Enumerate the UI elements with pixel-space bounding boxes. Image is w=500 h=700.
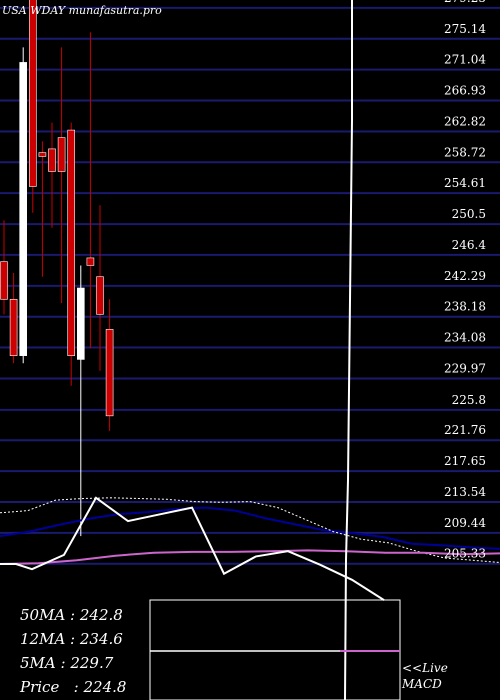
- candle-body: [105, 329, 114, 417]
- legend-5ma: 5MA : 229.7: [20, 654, 114, 672]
- candle-body: [48, 148, 56, 172]
- y-tick-label: 213.54: [444, 485, 486, 499]
- candle-body: [67, 129, 75, 356]
- y-tick-label: 254.61: [444, 176, 486, 190]
- y-tick-label: 225.8: [452, 393, 486, 407]
- y-tick-label: 258.72: [444, 145, 486, 159]
- candle-body: [28, 0, 37, 187]
- y-tick-label: 221.76: [444, 423, 486, 437]
- ma-line-5ma: [0, 549, 500, 565]
- y-tick-label: 246.4: [452, 238, 487, 252]
- y-tick-label: 242.29: [444, 269, 486, 283]
- y-tick-label: 238.18: [444, 300, 486, 314]
- ma-line-12ma: [0, 497, 500, 563]
- y-tick-label: 279.25: [444, 0, 486, 5]
- grid-lines: [0, 6, 500, 565]
- y-tick-label: 217.65: [444, 454, 486, 468]
- y-tick-label: 250.5: [452, 207, 486, 221]
- candle-body: [86, 257, 95, 266]
- legend-price-name: Price: [20, 678, 60, 696]
- signal-line: [0, 496, 385, 601]
- candle-body: [9, 298, 18, 356]
- legend-price: Price : 224.8: [20, 678, 127, 696]
- legend-50ma-value: 242.8: [79, 606, 123, 624]
- candle-body: [38, 152, 47, 157]
- y-tick-label: 275.14: [444, 22, 486, 36]
- ma-line-50ma: [0, 506, 500, 550]
- y-axis-ticks: 279.25 275.14 271.04 266.93 262.82 258.72 254.…: [444, 0, 486, 561]
- candle-body: [0, 261, 8, 300]
- watermark: USA WDAY munafasutra.pro: [2, 4, 162, 17]
- candle-body: [19, 62, 28, 356]
- candle-body: [57, 137, 66, 172]
- macd-spike-line: [344, 0, 353, 700]
- candles: [0, 0, 114, 537]
- legend-5ma-name: 5MA: [20, 654, 56, 672]
- legend-12ma-name: 12MA: [20, 630, 66, 648]
- legend-12ma: 12MA : 234.6: [20, 630, 123, 648]
- macd-panel: [149, 599, 401, 700]
- y-tick-label: 229.97: [444, 361, 486, 375]
- y-tick-label: 262.82: [444, 114, 486, 128]
- legend-50ma: 50MA : 242.8: [20, 606, 123, 624]
- legend-5ma-value: 229.7: [70, 654, 114, 672]
- y-tick-label: 205.33: [444, 547, 486, 561]
- candle-body: [77, 287, 85, 360]
- y-tick-label: 209.44: [444, 516, 486, 530]
- y-tick-label: 234.08: [444, 331, 486, 345]
- macd-live-label: <<Live MACD: [402, 661, 448, 691]
- legend-price-value: 224.8: [83, 678, 127, 696]
- legend-50ma-name: 50MA: [20, 606, 66, 624]
- candle-body: [96, 276, 104, 315]
- y-tick-label: 271.04: [444, 53, 486, 67]
- legend-12ma-value: 234.6: [79, 630, 123, 648]
- y-tick-label: 266.93: [444, 84, 486, 98]
